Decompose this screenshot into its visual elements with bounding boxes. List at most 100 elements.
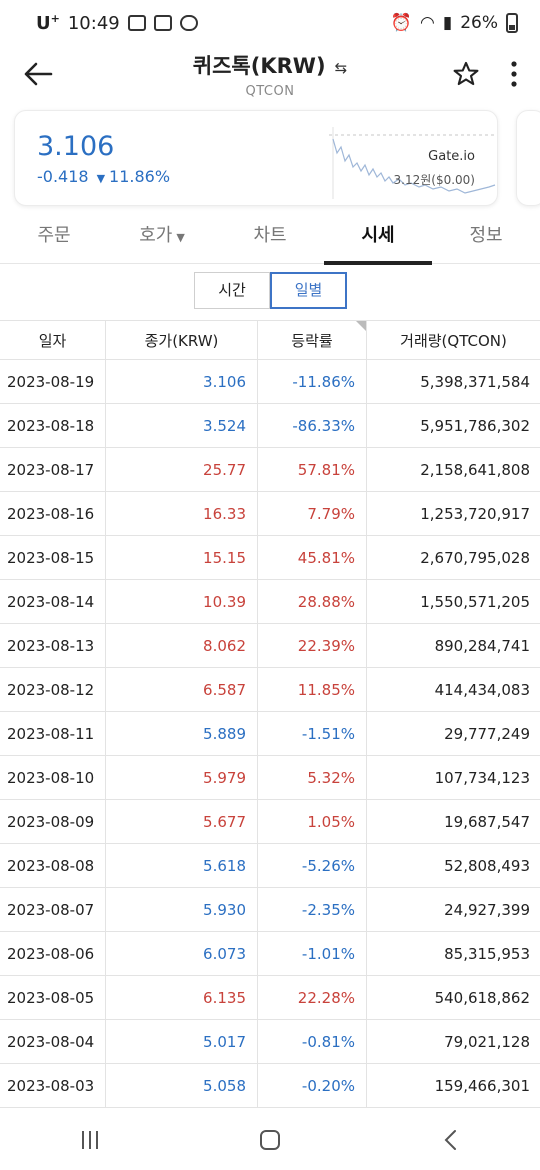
table-row: 2023-08-13 8.062 22.39% 890,284,741 <box>0 624 540 668</box>
cell-close: 16.33 <box>106 492 258 535</box>
more-menu-button[interactable] <box>500 54 528 94</box>
mini-sparkline-chart <box>329 127 497 199</box>
gallery-icon <box>127 15 146 31</box>
table-row: 2023-08-15 15.15 45.81% 2,670,795,028 <box>0 536 540 580</box>
triangle-down-icon: ▼ <box>96 172 106 185</box>
title-block: 퀴즈톡(KRW) ⇆ QTCON <box>120 50 420 99</box>
cell-close: 3.106 <box>106 360 258 403</box>
cell-close: 3.524 <box>106 404 258 447</box>
cell-volume: 85,315,953 <box>444 945 530 963</box>
cell-date: 2023-08-16 <box>0 492 106 535</box>
table-row: 2023-08-03 5.058 -0.20% 159,466,301 <box>0 1064 540 1108</box>
cell-close: 5.930 <box>106 888 258 931</box>
cell-rate: 22.39% <box>258 624 367 667</box>
table-row: 2023-08-10 5.979 5.32% 107,734,123 <box>0 756 540 800</box>
cell-volume: 1,550,571,205 <box>420 593 530 611</box>
tab-chart[interactable]: 차트 <box>253 225 287 246</box>
cell-volume: 29,777,249 <box>444 725 530 743</box>
cell-rate: -11.86% <box>258 360 367 403</box>
table-row: 2023-08-18 3.524 -86.33% 5,951,786,302 <box>0 404 540 448</box>
cell-date: 2023-08-08 <box>0 844 106 887</box>
table-row: 2023-08-07 5.930 -2.35% 24,927,399 <box>0 888 540 932</box>
cell-volume: 107,734,123 <box>434 769 530 787</box>
table-row: 2023-08-09 5.677 1.05% 19,687,547 <box>0 800 540 844</box>
tab-bar: 주문 호가 ▼ 차트 시세 정보 <box>0 214 540 265</box>
cell-volume: 19,687,547 <box>444 813 530 831</box>
cell-date: 2023-08-03 <box>0 1064 106 1107</box>
cell-volume: 24,927,399 <box>444 901 530 919</box>
system-back-button[interactable] <box>410 1115 490 1165</box>
header-close[interactable]: 종가(KRW) <box>106 321 258 359</box>
more-vertical-icon <box>511 61 517 87</box>
cell-close: 5.017 <box>106 1020 258 1063</box>
header-date[interactable]: 일자 <box>0 321 106 359</box>
cell-rate: -1.01% <box>258 932 367 975</box>
table-row: 2023-08-12 6.587 11.85% 414,434,083 <box>0 668 540 712</box>
cell-date: 2023-08-12 <box>0 668 106 711</box>
tab-order[interactable]: 주문 <box>37 225 71 246</box>
home-button[interactable] <box>230 1115 310 1165</box>
cell-close: 10.39 <box>106 580 258 623</box>
cell-close: 5.618 <box>106 844 258 887</box>
cell-rate: -5.26% <box>258 844 367 887</box>
reference-price: 3.12원($0.00) <box>393 173 475 187</box>
header-volume[interactable]: 거래량(QTCON) <box>400 332 507 350</box>
recents-button[interactable] <box>50 1115 130 1165</box>
cell-date: 2023-08-04 <box>0 1020 106 1063</box>
system-nav-bar <box>0 1110 540 1170</box>
cell-rate: -1.51% <box>258 712 367 755</box>
favorite-star-button[interactable] <box>448 54 484 94</box>
cell-date: 2023-08-14 <box>0 580 106 623</box>
period-toggle: 시간 일별 <box>194 272 347 309</box>
cell-close: 5.058 <box>106 1064 258 1107</box>
cell-rate: -0.81% <box>258 1020 367 1063</box>
swap-arrows-icon[interactable]: ⇆ <box>334 59 348 77</box>
table-row: 2023-08-11 5.889 -1.51% 29,777,249 <box>0 712 540 756</box>
cell-date: 2023-08-05 <box>0 976 106 1019</box>
tab-orderbook[interactable]: 호가 ▼ <box>139 225 185 246</box>
cell-close: 6.073 <box>106 932 258 975</box>
cell-close: 6.587 <box>106 668 258 711</box>
cell-date: 2023-08-19 <box>0 360 106 403</box>
location-app-icon <box>179 15 198 31</box>
cell-close: 5.677 <box>106 800 258 843</box>
tab-info[interactable]: 정보 <box>469 225 503 246</box>
cell-date: 2023-08-09 <box>0 800 106 843</box>
home-icon <box>260 1130 280 1150</box>
exchange-name: Gate.io <box>428 149 475 164</box>
cell-rate: 11.85% <box>258 668 367 711</box>
cell-rate: 22.28% <box>258 976 367 1019</box>
toggle-hourly[interactable]: 시간 <box>194 272 270 309</box>
header-rate[interactable]: 등락률 <box>258 321 367 359</box>
cell-rate: 7.79% <box>258 492 367 535</box>
battery-icon <box>506 13 518 33</box>
cell-volume: 52,808,493 <box>444 857 530 875</box>
toggle-daily[interactable]: 일별 <box>270 272 347 309</box>
voicemail-icon <box>153 15 172 31</box>
table-header-row: 일자 종가(KRW) 등락률 거래량(QTCON) <box>0 320 540 360</box>
next-price-card-edge[interactable] <box>516 110 540 206</box>
recents-icon <box>82 1131 98 1149</box>
cell-rate: -0.20% <box>258 1064 367 1107</box>
cell-date: 2023-08-18 <box>0 404 106 447</box>
cell-rate: -86.33% <box>258 404 367 447</box>
clock: 10:49 <box>67 12 120 34</box>
app-header: 퀴즈톡(KRW) ⇆ QTCON <box>0 46 540 106</box>
cell-rate: 1.05% <box>258 800 367 843</box>
table-row: 2023-08-17 25.77 57.81% 2,158,641,808 <box>0 448 540 492</box>
cell-close: 25.77 <box>106 448 258 491</box>
status-bar: U+ 10:49 ⏰ ◠ ▮ 26% <box>0 0 540 46</box>
cell-date: 2023-08-13 <box>0 624 106 667</box>
cell-volume: 1,253,720,917 <box>420 505 530 523</box>
carrier-label: U+ <box>36 12 60 34</box>
table-row: 2023-08-05 6.135 22.28% 540,618,862 <box>0 976 540 1020</box>
cell-close: 15.15 <box>106 536 258 579</box>
price-summary-card[interactable]: 3.106 -0.418 ▼ 11.86% Gate.io 3.12원($0.00) <box>14 110 498 206</box>
back-button[interactable] <box>18 54 58 94</box>
tab-price-history[interactable]: 시세 <box>324 214 432 265</box>
table-row: 2023-08-16 16.33 7.79% 1,253,720,917 <box>0 492 540 536</box>
cell-date: 2023-08-06 <box>0 932 106 975</box>
cell-volume: 159,466,301 <box>434 1077 530 1095</box>
cell-volume: 5,398,371,584 <box>420 373 530 391</box>
star-icon <box>453 61 479 86</box>
